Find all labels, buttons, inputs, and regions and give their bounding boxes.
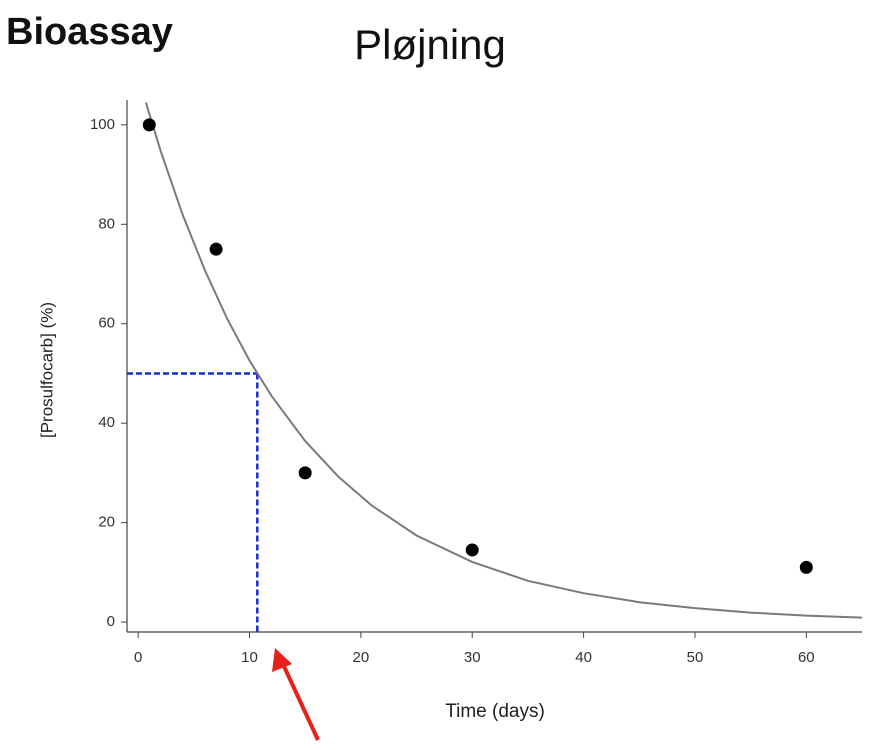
data-point bbox=[799, 560, 813, 574]
data-point bbox=[298, 466, 312, 480]
fit-curve bbox=[144, 102, 863, 619]
data-point bbox=[142, 118, 156, 132]
x-tick-label: 60 bbox=[798, 649, 815, 666]
x-tick-label: 20 bbox=[353, 649, 370, 666]
x-axis-label: Time (days) bbox=[445, 701, 545, 722]
chart-title: Pløjning bbox=[354, 21, 506, 68]
x-tick-label: 30 bbox=[464, 649, 481, 666]
data-point bbox=[465, 543, 479, 557]
y-tick-label: 40 bbox=[98, 414, 115, 431]
y-axis-label: [Prosulfocarb] (%) bbox=[37, 302, 56, 438]
y-tick-label: 80 bbox=[98, 215, 115, 232]
x-tick-label: 0 bbox=[134, 649, 142, 666]
y-tick-label: 100 bbox=[90, 116, 115, 133]
heading: Bioassay bbox=[6, 11, 173, 53]
arrow-head bbox=[272, 648, 292, 672]
y-tick-label: 0 bbox=[107, 613, 115, 630]
arrow bbox=[280, 661, 320, 741]
y-tick-label: 60 bbox=[98, 315, 115, 332]
data-point bbox=[209, 242, 223, 256]
x-tick-label: 40 bbox=[575, 649, 592, 666]
x-tick-label: 10 bbox=[241, 649, 258, 666]
y-tick-label: 20 bbox=[98, 514, 115, 531]
x-tick-label: 50 bbox=[687, 649, 704, 666]
